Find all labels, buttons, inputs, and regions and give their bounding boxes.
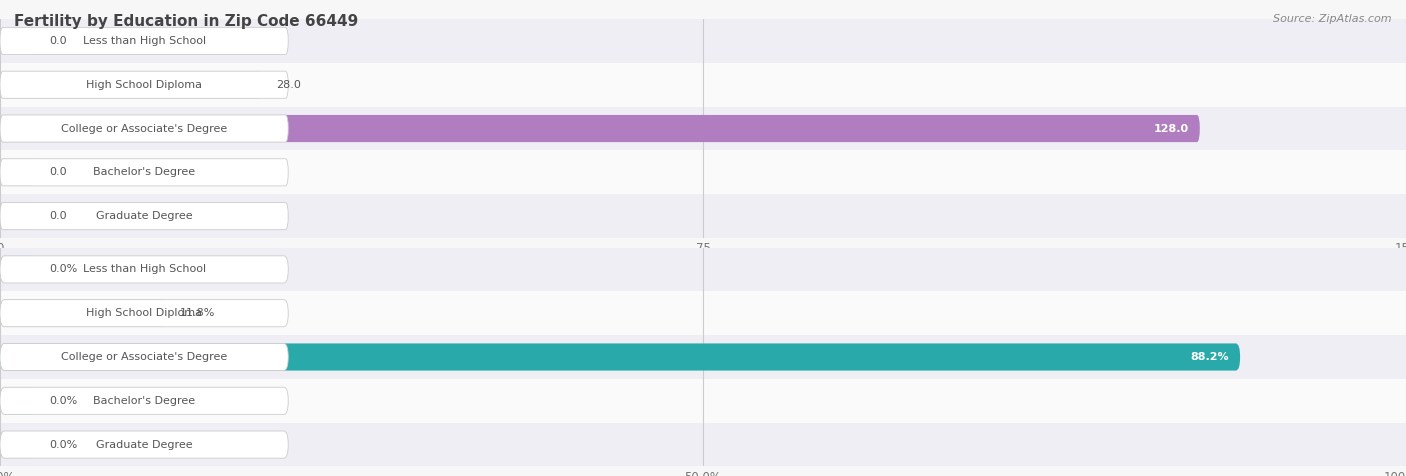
FancyBboxPatch shape [0,115,288,142]
Bar [0,248,1406,291]
Bar [0,107,1406,150]
Text: 0.0: 0.0 [49,167,67,178]
Text: Less than High School: Less than High School [83,36,205,46]
FancyBboxPatch shape [0,343,1240,371]
FancyBboxPatch shape [0,299,166,327]
FancyBboxPatch shape [0,159,35,186]
Text: Bachelor's Degree: Bachelor's Degree [93,396,195,406]
Bar [0,423,1406,466]
Bar [0,19,1406,63]
Text: 128.0: 128.0 [1153,123,1188,134]
Text: Bachelor's Degree: Bachelor's Degree [93,167,195,178]
FancyBboxPatch shape [0,256,288,283]
FancyBboxPatch shape [0,115,1199,142]
Text: Graduate Degree: Graduate Degree [96,439,193,450]
Text: Less than High School: Less than High School [83,264,205,275]
FancyBboxPatch shape [0,202,35,230]
Text: 0.0%: 0.0% [49,439,77,450]
Bar [0,335,1406,379]
Text: 0.0: 0.0 [49,211,67,221]
FancyBboxPatch shape [0,343,288,371]
Text: College or Associate's Degree: College or Associate's Degree [60,123,228,134]
FancyBboxPatch shape [0,387,35,415]
FancyBboxPatch shape [0,299,288,327]
Text: 0.0%: 0.0% [49,396,77,406]
FancyBboxPatch shape [0,71,288,99]
Text: 88.2%: 88.2% [1191,352,1229,362]
FancyBboxPatch shape [0,202,288,230]
FancyBboxPatch shape [0,387,288,415]
FancyBboxPatch shape [0,27,35,55]
Text: Source: ZipAtlas.com: Source: ZipAtlas.com [1274,14,1392,24]
Text: 0.0: 0.0 [49,36,67,46]
FancyBboxPatch shape [0,431,35,458]
Text: High School Diploma: High School Diploma [86,79,202,90]
Text: 0.0%: 0.0% [49,264,77,275]
Bar [0,63,1406,107]
Bar [0,379,1406,423]
Text: Fertility by Education in Zip Code 66449: Fertility by Education in Zip Code 66449 [14,14,359,30]
Bar [0,194,1406,238]
FancyBboxPatch shape [0,71,263,99]
Text: 11.8%: 11.8% [180,308,215,318]
Text: College or Associate's Degree: College or Associate's Degree [60,352,228,362]
Bar [0,291,1406,335]
FancyBboxPatch shape [0,431,288,458]
FancyBboxPatch shape [0,159,288,186]
FancyBboxPatch shape [0,256,35,283]
Text: 28.0: 28.0 [277,79,301,90]
Text: High School Diploma: High School Diploma [86,308,202,318]
Bar [0,150,1406,194]
FancyBboxPatch shape [0,27,288,55]
Text: Graduate Degree: Graduate Degree [96,211,193,221]
